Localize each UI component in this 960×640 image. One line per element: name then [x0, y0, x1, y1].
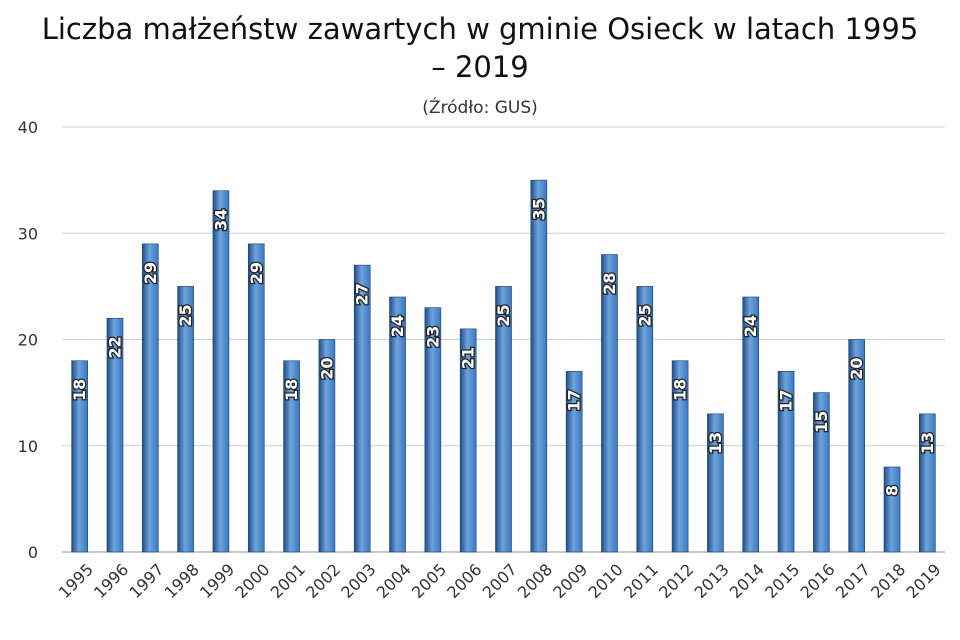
x-tick-label: 2018 — [867, 560, 909, 602]
data-label: 29 — [247, 262, 266, 284]
x-tick-label: 2017 — [832, 560, 874, 602]
chart-title-line-2: – 2019 — [431, 50, 529, 84]
x-tick-label: 1996 — [90, 560, 132, 602]
x-tick-label: 1997 — [125, 560, 167, 602]
data-label: 21 — [459, 347, 478, 369]
x-tick-label: 2007 — [479, 560, 521, 602]
x-tick-label: 2004 — [373, 560, 415, 602]
bar — [530, 179, 548, 553]
data-label: 23 — [423, 326, 442, 348]
bar — [247, 243, 265, 553]
bar — [283, 360, 300, 553]
x-tick-label: 2011 — [620, 560, 662, 602]
bar — [848, 339, 866, 553]
data-label: 18 — [671, 379, 690, 401]
bar — [707, 413, 724, 553]
x-tick-label: 2005 — [408, 560, 450, 602]
data-label: 17 — [777, 389, 796, 411]
data-label: 28 — [600, 273, 619, 295]
data-label: 24 — [388, 315, 407, 337]
data-label: 20 — [847, 358, 866, 380]
data-label: 22 — [105, 336, 124, 358]
bar — [106, 317, 124, 553]
bar — [919, 413, 936, 553]
bar — [459, 328, 477, 553]
data-label: 15 — [812, 411, 831, 433]
bar — [671, 360, 689, 553]
bar — [883, 466, 901, 553]
data-label: 18 — [70, 379, 89, 401]
x-tick-label: 2006 — [443, 560, 485, 602]
x-tick-label: 2009 — [549, 560, 591, 602]
x-tick-label: 2019 — [902, 560, 944, 602]
x-tick-label: 2002 — [302, 560, 344, 602]
x-tick-label: 2008 — [514, 560, 556, 602]
y-tick-label: 10 — [18, 437, 38, 456]
bar — [565, 371, 583, 553]
x-tick-label: 2003 — [337, 560, 379, 602]
bar — [353, 264, 371, 553]
data-label: 29 — [141, 262, 160, 284]
bar — [777, 371, 795, 553]
data-label: 25 — [176, 304, 195, 326]
x-tick-label: 2000 — [231, 560, 273, 602]
data-label: 24 — [741, 315, 760, 337]
bar — [71, 360, 88, 553]
x-tick-label: 2016 — [796, 560, 838, 602]
y-tick-label: 40 — [18, 118, 38, 137]
y-tick-label: 30 — [18, 224, 38, 243]
x-tick-label: 2012 — [655, 560, 697, 602]
x-tick-label: 2014 — [726, 560, 768, 602]
x-tick-label: 1995 — [55, 560, 97, 602]
x-tick-label: 2015 — [761, 560, 803, 602]
bar — [142, 243, 159, 553]
data-label: 25 — [494, 304, 513, 326]
bar — [424, 307, 442, 553]
bar — [318, 339, 336, 553]
data-label: 25 — [635, 304, 654, 326]
bar — [742, 296, 760, 553]
data-label: 13 — [706, 432, 725, 454]
y-axis-ticks: 0 10 20 30 40 — [18, 118, 38, 562]
x-tick-label: 1999 — [196, 560, 238, 602]
data-label: 18 — [282, 379, 301, 401]
chart-title: Liczba małżeństw zawartych w gminie Osie… — [40, 10, 920, 86]
data-label: 34 — [211, 209, 230, 231]
data-label: 20 — [317, 358, 336, 380]
data-label: 27 — [353, 283, 372, 305]
y-tick-label: 20 — [18, 331, 38, 350]
bar — [495, 286, 512, 553]
chart-subtitle: (Źródło: GUS) — [422, 98, 538, 118]
bars — [71, 179, 936, 553]
bar — [212, 190, 230, 553]
x-axis-ticks: 1995199619971998199920002001200220032004… — [55, 560, 945, 602]
bar — [813, 392, 830, 553]
x-tick-label: 1998 — [161, 560, 203, 602]
x-tick-label: 2013 — [691, 560, 733, 602]
chart-title-line-1: Liczba małżeństw zawartych w gminie Osie… — [41, 12, 919, 46]
data-labels: 18 22 29 25 34 29 18 20 27 24 23 21 25 35 17 28 25 18 13 24… — [69, 197, 938, 498]
data-label: 8 — [883, 485, 902, 496]
bar — [177, 286, 194, 553]
data-label: 35 — [529, 198, 548, 220]
bar — [389, 296, 406, 553]
data-label: 13 — [918, 432, 937, 454]
data-label: 17 — [565, 389, 584, 411]
bar — [601, 254, 618, 553]
x-tick-label: 2010 — [585, 560, 627, 602]
y-tick-label: 0 — [28, 543, 38, 562]
x-tick-label: 2001 — [267, 560, 309, 602]
bar — [636, 286, 654, 553]
